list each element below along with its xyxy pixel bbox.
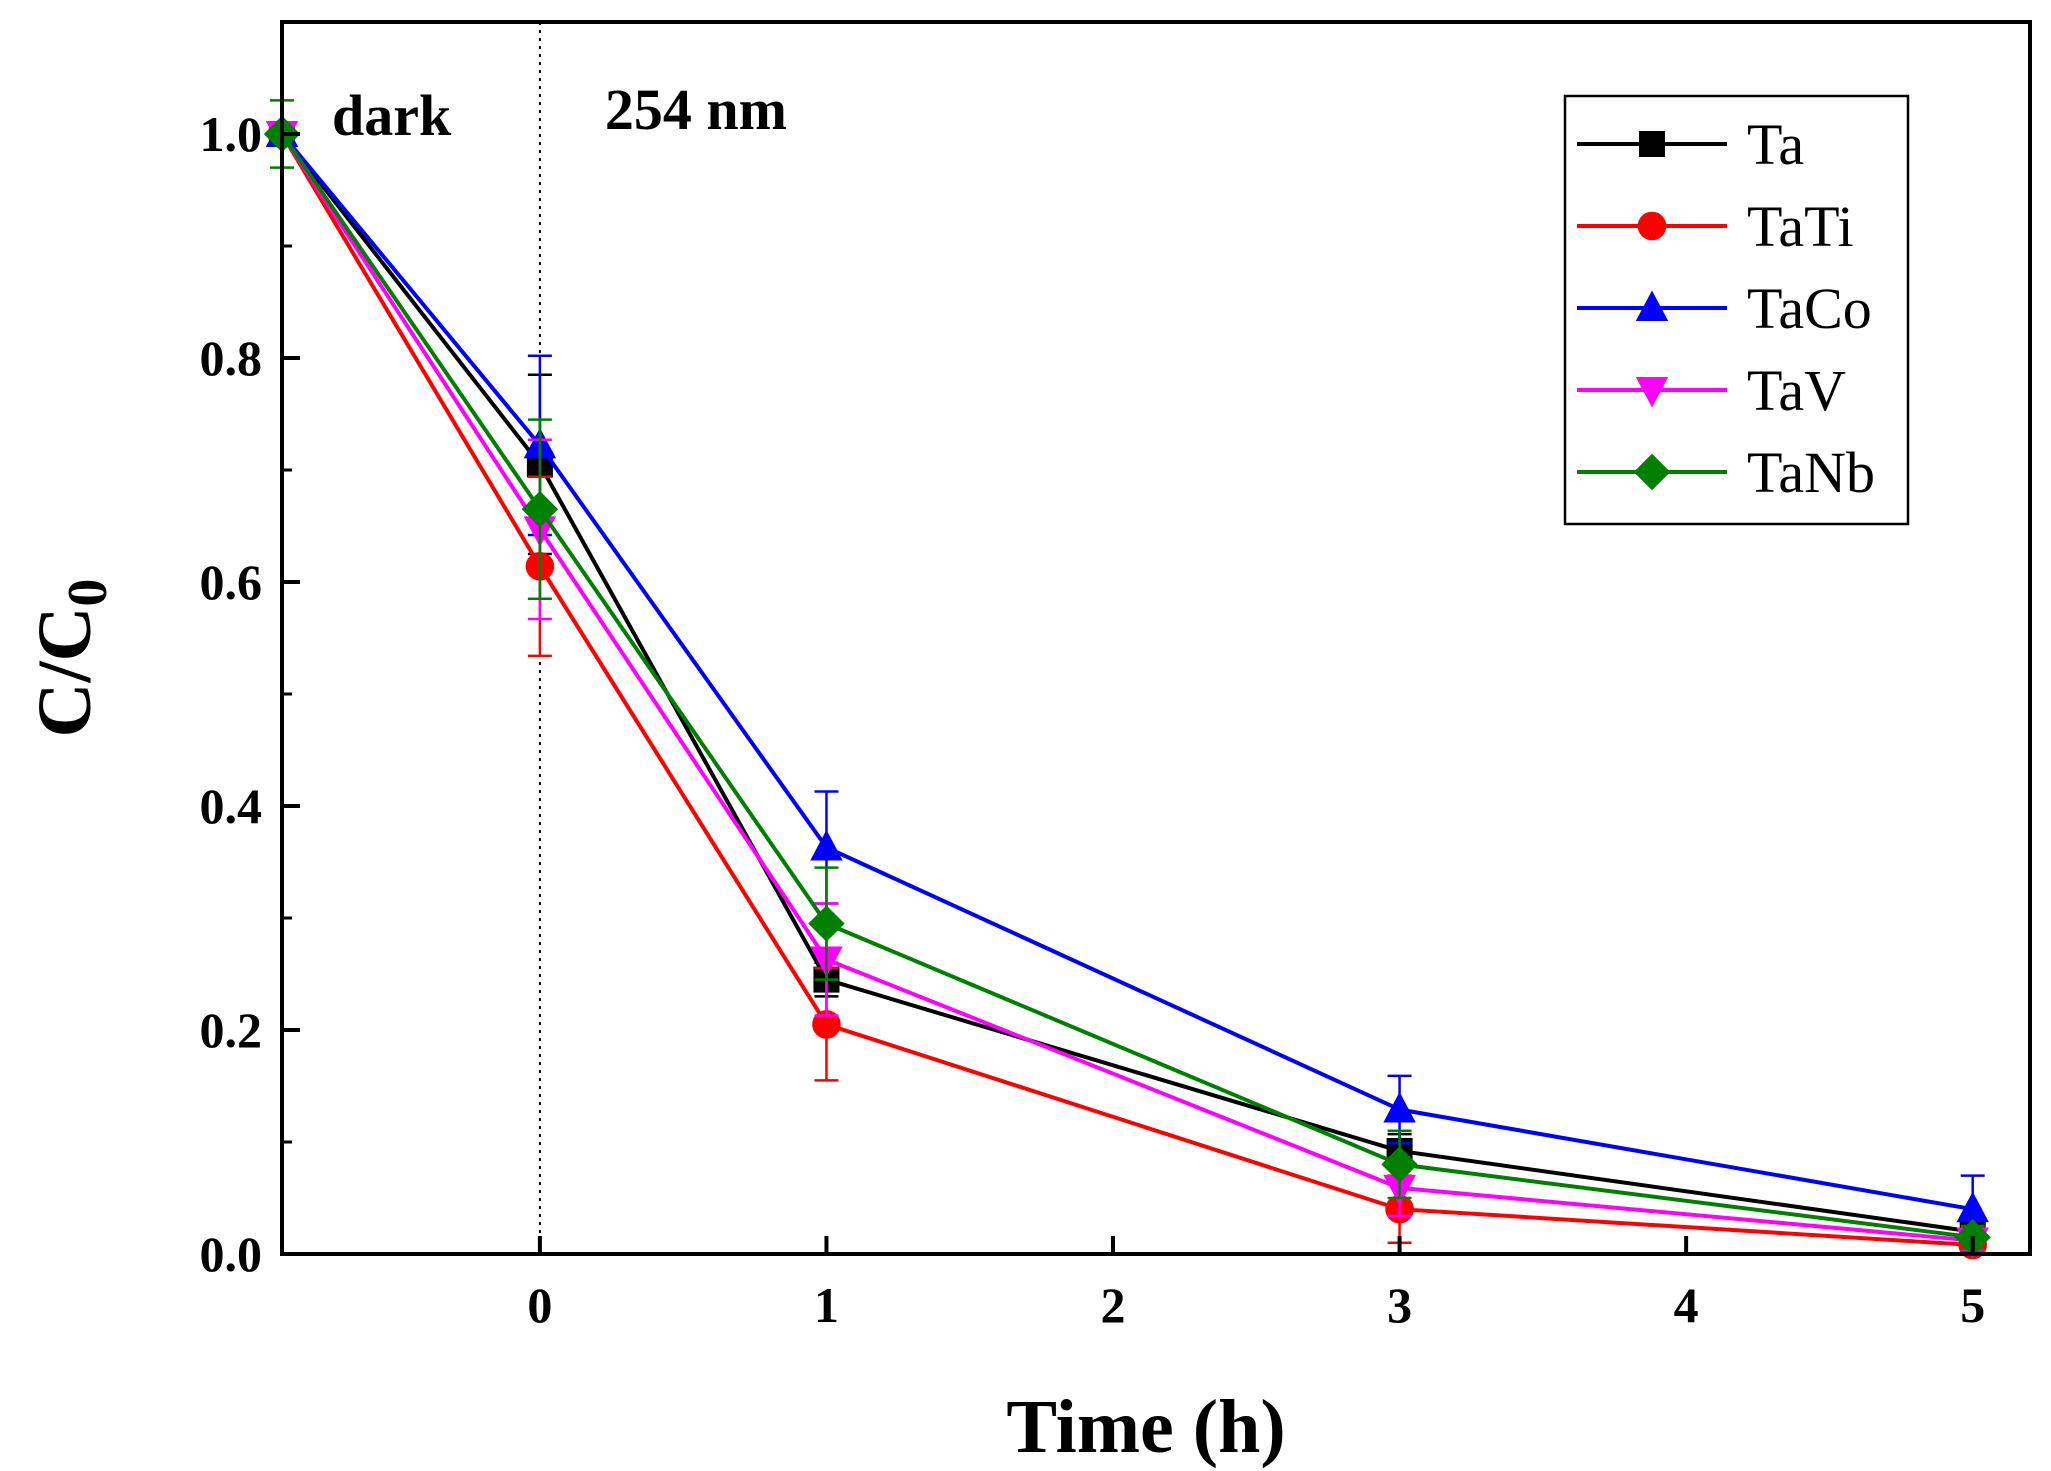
x-tick-label: 5 [1960,1277,1985,1333]
y-tick-label: 1.0 [200,106,263,162]
legend-label-Ta: Ta [1747,112,1804,177]
data-point-TaTi [812,1010,841,1039]
legend-label-TaCo: TaCo [1747,276,1872,341]
y-tick-label: 0.0 [200,1226,263,1282]
irradiation-annotation: 254 nm [605,77,787,142]
data-point-TaNb [521,491,559,528]
x-axis-title: Time (h) [1006,1385,1285,1469]
data-point-TaCo [1956,1191,1989,1223]
x-tick-label: 3 [1387,1277,1412,1333]
plot-frame [280,20,2032,1256]
dark-annotation: dark [332,83,452,148]
legend-label-TaV: TaV [1747,358,1846,423]
x-tick-label: 1 [814,1277,839,1333]
x-tick-label: 2 [1101,1277,1126,1333]
legend-marker-TaV [1635,377,1669,408]
data-point-TaNb [1381,1146,1418,1183]
y-axis-title-subscript: 0 [57,579,119,607]
y-tick-label: 0.8 [200,330,263,386]
y-axis-title: C/C0 [23,579,119,738]
x-tick-label: 4 [1674,1277,1699,1333]
legend-marker-TaNb [1633,453,1671,491]
data-point-TaCo [1383,1091,1416,1123]
data-point-TaNb [808,905,845,942]
legend-marker-Ta [1639,131,1665,157]
x-tick-label: 0 [527,1277,552,1333]
legend: Ta TaTi TaCo TaV TaNb [1563,94,1910,526]
data-point-TaCo [810,829,843,861]
legend-marker-TaTi [1637,211,1667,241]
y-tick-label: 0.4 [200,778,263,834]
legend-label-TaTi: TaTi [1747,194,1854,259]
y-tick-label: 0.2 [200,1002,263,1058]
legend-marker-TaCo [1635,290,1669,321]
y-tick-label: 0.6 [200,554,263,610]
legend-label-TaNb: TaNb [1747,440,1875,505]
y-axis-title-main: C/C [23,607,107,738]
